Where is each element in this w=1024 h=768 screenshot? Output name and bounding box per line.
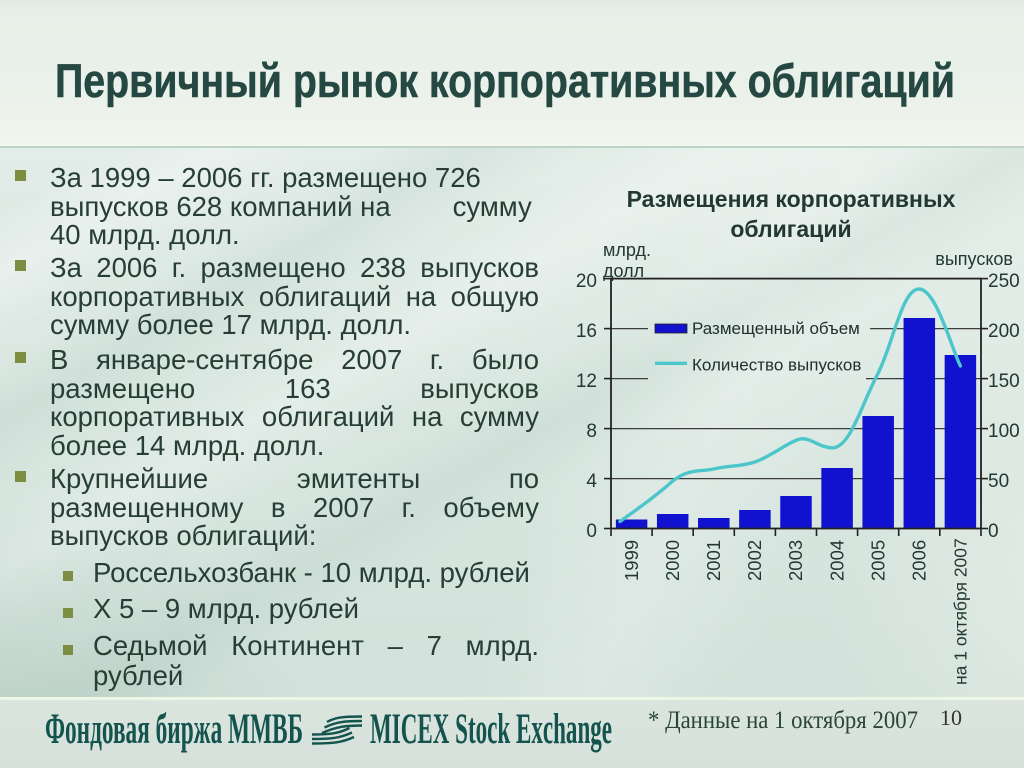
svg-text:12: 12 xyxy=(576,371,597,392)
svg-text:200: 200 xyxy=(988,321,1020,342)
svg-text:выпусков: выпусков xyxy=(935,249,1013,269)
svg-text:2006: 2006 xyxy=(909,540,930,581)
svg-text:0: 0 xyxy=(988,521,999,542)
svg-text:0: 0 xyxy=(586,521,597,542)
svg-text:млрд.: млрд. xyxy=(603,240,651,260)
svg-text:50: 50 xyxy=(988,471,1009,492)
svg-text:2002: 2002 xyxy=(744,540,765,581)
svg-text:Количество выпусков: Количество выпусков xyxy=(692,355,861,374)
svg-text:облигаций: облигаций xyxy=(730,216,851,242)
svg-text:на 1 октября 2007: на 1 октября 2007 xyxy=(951,538,971,685)
svg-text:100: 100 xyxy=(988,421,1020,442)
svg-text:Размещения корпоративных: Размещения корпоративных xyxy=(627,186,956,212)
svg-text:2003: 2003 xyxy=(785,540,806,581)
svg-text:2005: 2005 xyxy=(867,540,888,581)
svg-text:2001: 2001 xyxy=(703,540,724,581)
svg-text:20: 20 xyxy=(576,271,597,292)
svg-text:16: 16 xyxy=(576,321,597,342)
svg-text:1999: 1999 xyxy=(621,540,642,581)
svg-text:2004: 2004 xyxy=(826,540,847,581)
svg-text:Размещенный объем: Размещенный объем xyxy=(692,319,860,338)
svg-text:150: 150 xyxy=(988,371,1020,392)
svg-text:250: 250 xyxy=(988,271,1020,292)
svg-text:4: 4 xyxy=(586,471,597,492)
svg-text:долл: долл xyxy=(603,261,644,281)
svg-text:8: 8 xyxy=(586,421,597,442)
svg-text:2000: 2000 xyxy=(662,540,683,581)
